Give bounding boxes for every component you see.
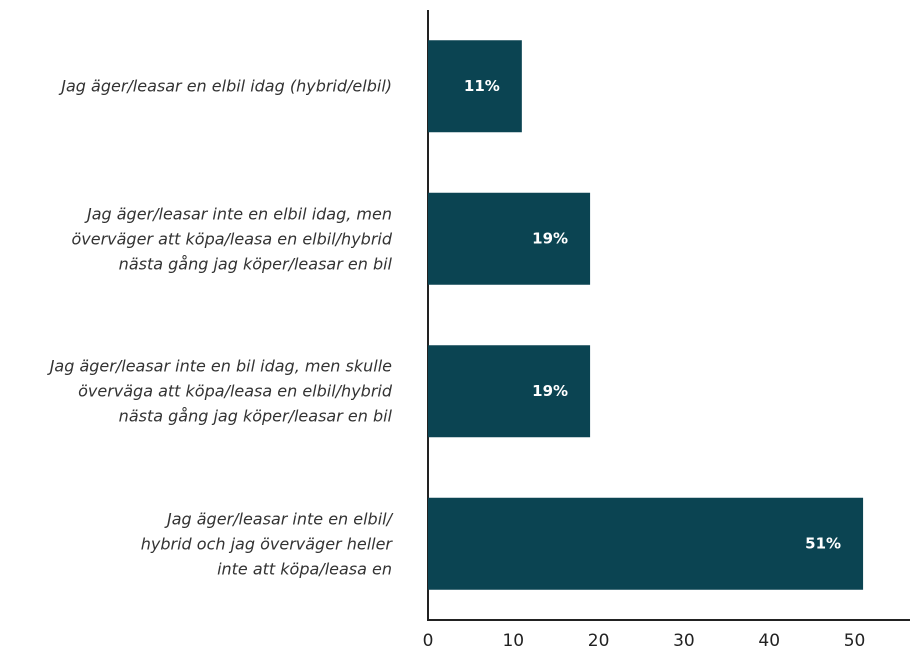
x-tick-label: 30	[673, 631, 695, 651]
x-tick-label: 50	[844, 631, 866, 651]
bar	[428, 345, 591, 438]
value-label: 19%	[532, 229, 568, 247]
value-label: 19%	[532, 382, 568, 400]
x-tick-label: 40	[758, 631, 780, 651]
category-label: Jag äger/leasar inte en elbil/ hybrid oc…	[140, 509, 392, 579]
bar	[428, 40, 522, 133]
bar	[428, 497, 864, 590]
x-tick-label: 0	[423, 631, 434, 651]
category-label: Jag äger/leasar inte en elbil idag, men …	[71, 204, 392, 274]
x-tick-label: 10	[502, 631, 524, 651]
bar	[428, 192, 591, 285]
value-label: 11%	[464, 77, 500, 95]
value-label: 51%	[805, 534, 841, 552]
category-label: Jag äger/leasar en elbil idag (hybrid/el…	[61, 76, 392, 96]
x-tick-label: 20	[588, 631, 610, 651]
category-label: Jag äger/leasar inte en bil idag, men sk…	[49, 356, 392, 426]
